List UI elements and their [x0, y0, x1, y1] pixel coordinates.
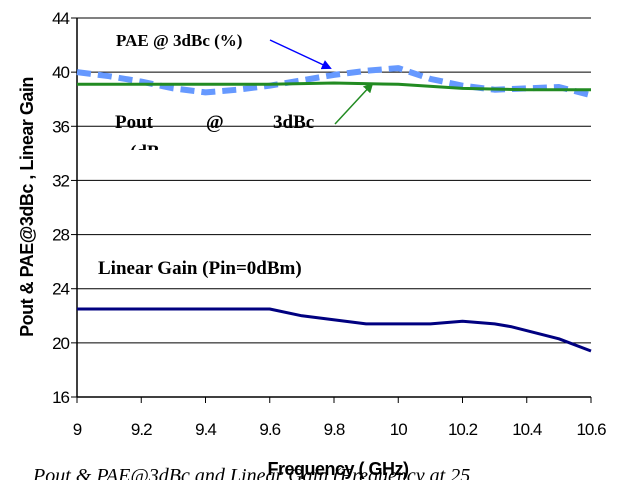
x-axis-title: Frequency ( GHz) [267, 459, 409, 479]
y-tick-label-0: 16 [52, 388, 69, 407]
x-tick-label-1: 9.2 [131, 420, 152, 439]
y-tick-label-5: 36 [52, 117, 69, 136]
y-axis-title: Pout & PAE@3dBc , Linear Gain [17, 77, 37, 337]
x-tick-label-4: 9.8 [324, 420, 345, 439]
x-tick-label-5: 10 [390, 420, 407, 439]
y-tick-label-4: 32 [52, 171, 69, 190]
series-lines [76, 65, 592, 353]
y-tick-label-7: 44 [52, 9, 69, 28]
gridlines [77, 17, 591, 398]
annotation-pout-word-3: 3dBc [273, 112, 314, 133]
y-tick-labels: 16 20 24 28 32 36 40 44 [52, 9, 77, 407]
x-tick-label-2: 9.4 [195, 420, 216, 439]
annotation-pout-cut-text: (dB [130, 142, 160, 163]
annotation-pout-cut: (dB [130, 142, 160, 163]
y-tick-label-3: 28 [52, 226, 69, 245]
annotation-pae: PAE @ 3dBc (%) [116, 31, 242, 50]
annotation-pae-arrow [269, 39, 332, 70]
y-tick-label-1: 20 [52, 334, 69, 353]
annotation-pout-word-2: @ [206, 112, 224, 133]
x-tick-label-6: 10.2 [448, 420, 478, 439]
series-line-1 [77, 81, 591, 92]
x-tick-label-8: 10.6 [576, 420, 606, 439]
series-line-2 [77, 307, 592, 353]
series-line-0 [76, 65, 592, 99]
x-tick-label-0: 9 [73, 420, 82, 439]
annotation-linear-gain: Linear Gain (Pin=0dBm) [98, 258, 302, 279]
y-tick-label-6: 40 [52, 63, 69, 82]
x-tick-label-7: 10.4 [512, 420, 542, 439]
figure-caption: Pout & PAE@3dBc and Linear Gain (Frequen… [32, 465, 470, 480]
x-tick-labels: 9 9.2 9.4 9.6 9.8 10 10.2 10.4 10.6 [73, 397, 607, 439]
annotation-pout-arrow [334, 82, 374, 125]
y-tick-label-2: 24 [52, 280, 69, 299]
x-tick-label-3: 9.6 [259, 420, 280, 439]
annotation-pout-word-1: Pout [115, 112, 154, 133]
